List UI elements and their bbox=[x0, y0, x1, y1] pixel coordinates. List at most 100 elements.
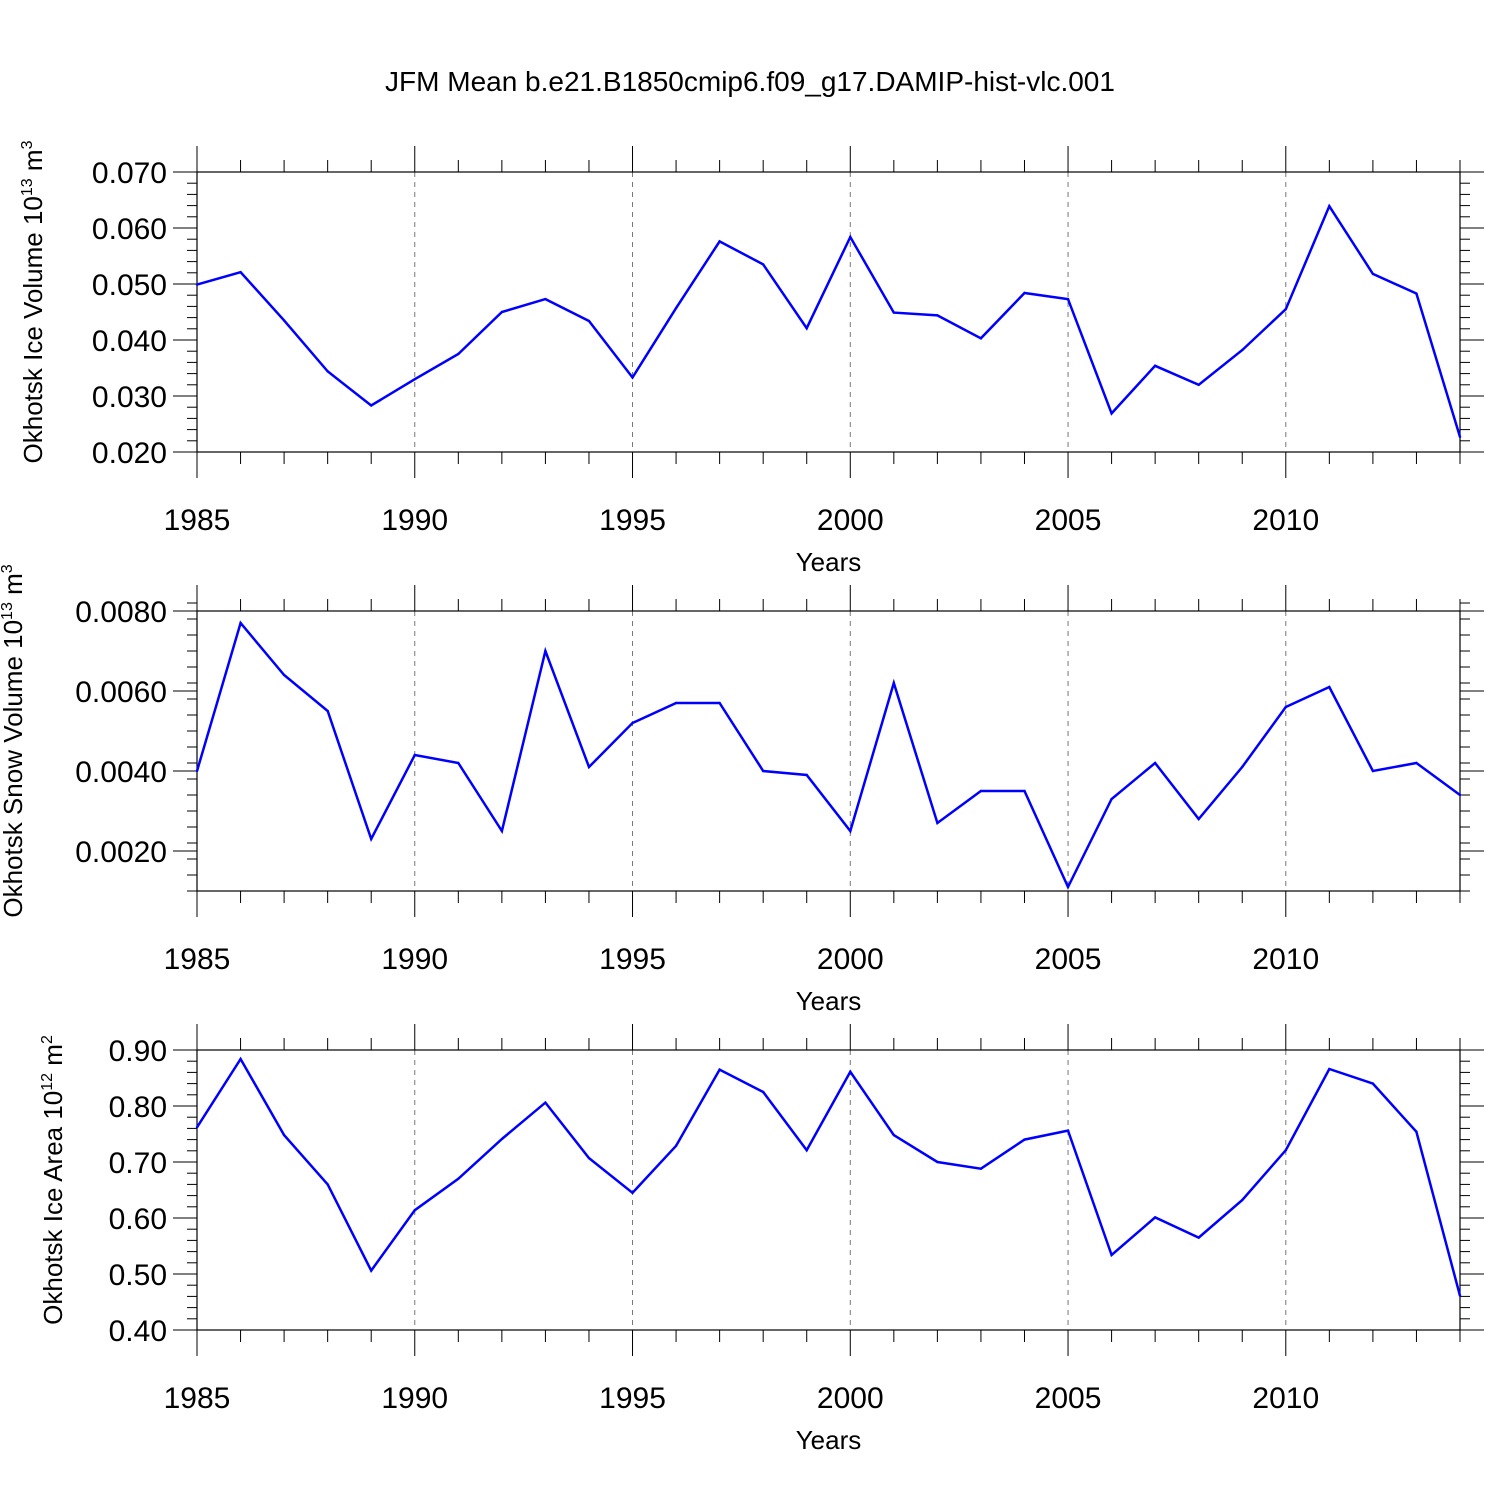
y-tick-label: 0.030 bbox=[92, 381, 167, 414]
plot-frame bbox=[196, 1049, 1461, 1331]
data-point bbox=[1328, 1067, 1331, 1071]
y-tick-label: 0.90 bbox=[109, 1035, 167, 1068]
data-point bbox=[500, 310, 504, 314]
y-axis-label: Okhotsk Ice Area 1012 m2 bbox=[38, 1035, 68, 1325]
data-point bbox=[849, 829, 852, 833]
data-point bbox=[1415, 292, 1418, 295]
data-point bbox=[413, 1208, 416, 1212]
data-point bbox=[805, 327, 808, 330]
x-tick-label: 2005 bbox=[1035, 943, 1102, 976]
data-point bbox=[892, 311, 896, 314]
series-line bbox=[195, 1056, 1462, 1297]
data-point bbox=[1284, 1149, 1287, 1152]
plot-frame bbox=[196, 171, 1461, 453]
data-point bbox=[718, 240, 721, 243]
data-point bbox=[718, 701, 721, 705]
x-tick-label: 2010 bbox=[1252, 504, 1319, 537]
x-tick-label: 2005 bbox=[1035, 1382, 1102, 1415]
chart-panel-1: 0.020 0.030 0.040 0.050 0.060 0.070 1985 1990 19… bbox=[18, 140, 1484, 577]
data-point bbox=[1328, 685, 1331, 689]
data-point bbox=[892, 1133, 896, 1137]
x-tick-label: 2000 bbox=[817, 943, 884, 976]
y-tick-label: 0.0040 bbox=[75, 756, 167, 789]
x-tick-label: 1990 bbox=[381, 1382, 448, 1415]
data-point bbox=[239, 271, 242, 274]
data-point bbox=[631, 721, 634, 725]
data-point bbox=[1110, 412, 1113, 415]
y-tick-label: 0.020 bbox=[92, 437, 167, 470]
data-point bbox=[1023, 1138, 1026, 1141]
data-point bbox=[849, 1070, 852, 1074]
x-tick-label: 1985 bbox=[164, 504, 231, 537]
data-point bbox=[239, 621, 242, 625]
data-point bbox=[1197, 817, 1200, 821]
data-point bbox=[500, 829, 504, 833]
plot-frame bbox=[196, 610, 1461, 892]
x-tick-label: 2005 bbox=[1035, 504, 1102, 537]
y-tick-label: 0.060 bbox=[92, 213, 167, 246]
x-tick-label: 2010 bbox=[1252, 943, 1319, 976]
data-point bbox=[1458, 1294, 1462, 1298]
data-point bbox=[1066, 297, 1070, 301]
x-tick-label: 1990 bbox=[381, 504, 448, 537]
data-point bbox=[1023, 789, 1026, 793]
data-point bbox=[1458, 793, 1462, 797]
x-axis-label: Years bbox=[796, 986, 862, 1016]
data-point bbox=[1284, 705, 1287, 709]
y-tick-label: 0.70 bbox=[109, 1147, 167, 1180]
data-point bbox=[326, 370, 329, 373]
chart-panel-3: 0.40 0.50 0.60 0.70 0.80 0.90 1985 1990 1995 2000… bbox=[38, 1024, 1484, 1455]
y-tick-label: 0.0020 bbox=[75, 836, 167, 869]
data-point bbox=[1415, 761, 1418, 765]
x-tick-label: 2000 bbox=[817, 504, 884, 537]
data-point bbox=[1066, 1129, 1070, 1132]
data-point bbox=[1153, 1216, 1157, 1219]
data-point bbox=[587, 319, 591, 323]
data-point bbox=[805, 1149, 808, 1152]
data-point bbox=[457, 1177, 460, 1181]
data-point bbox=[1371, 1082, 1375, 1085]
data-point bbox=[370, 404, 373, 407]
y-tick-label: 0.40 bbox=[109, 1315, 167, 1348]
data-point bbox=[413, 378, 416, 381]
data-point bbox=[718, 1068, 721, 1071]
data-point bbox=[457, 352, 460, 356]
series-line bbox=[195, 620, 1461, 890]
data-point bbox=[195, 283, 199, 286]
data-point bbox=[1023, 291, 1026, 295]
data-point bbox=[1110, 1253, 1113, 1257]
chart-panel-2: 0.0020 0.0040 0.0060 0.0080 1985 1990 1995 2000… bbox=[0, 564, 1484, 1016]
data-point bbox=[370, 1269, 373, 1272]
data-point bbox=[413, 753, 416, 757]
y-tick-label: 0.50 bbox=[109, 1259, 167, 1292]
data-point bbox=[239, 1057, 242, 1061]
y-tick-label: 0.0080 bbox=[75, 596, 167, 629]
data-point bbox=[587, 765, 591, 769]
data-point bbox=[1458, 435, 1462, 439]
data-point bbox=[1197, 1236, 1200, 1239]
data-point bbox=[1197, 383, 1200, 386]
data-point bbox=[1066, 885, 1070, 889]
y-axis-label: Okhotsk Snow Volume 1013 m3 bbox=[0, 564, 28, 917]
x-tick-label: 1985 bbox=[164, 943, 231, 976]
y-tick-label: 0.040 bbox=[92, 325, 167, 358]
x-tick-label: 1985 bbox=[164, 1382, 231, 1415]
data-point bbox=[195, 1126, 199, 1129]
y-tick-label: 0.60 bbox=[109, 1203, 167, 1236]
data-point bbox=[500, 1137, 504, 1141]
data-point bbox=[761, 263, 765, 266]
data-point bbox=[979, 789, 983, 793]
y-tick-label: 0.0060 bbox=[75, 676, 167, 709]
data-point bbox=[1241, 348, 1244, 352]
data-point bbox=[936, 821, 939, 825]
y-tick-label: 0.070 bbox=[92, 157, 167, 190]
data-point bbox=[282, 319, 286, 322]
data-point bbox=[1110, 797, 1113, 801]
data-point bbox=[631, 1191, 634, 1195]
x-tick-label: 1990 bbox=[381, 943, 448, 976]
data-point bbox=[936, 314, 939, 317]
data-point bbox=[1328, 204, 1331, 208]
figure-title: JFM Mean b.e21.B1850cmip6.f09_g17.DAMIP-… bbox=[385, 66, 1115, 97]
